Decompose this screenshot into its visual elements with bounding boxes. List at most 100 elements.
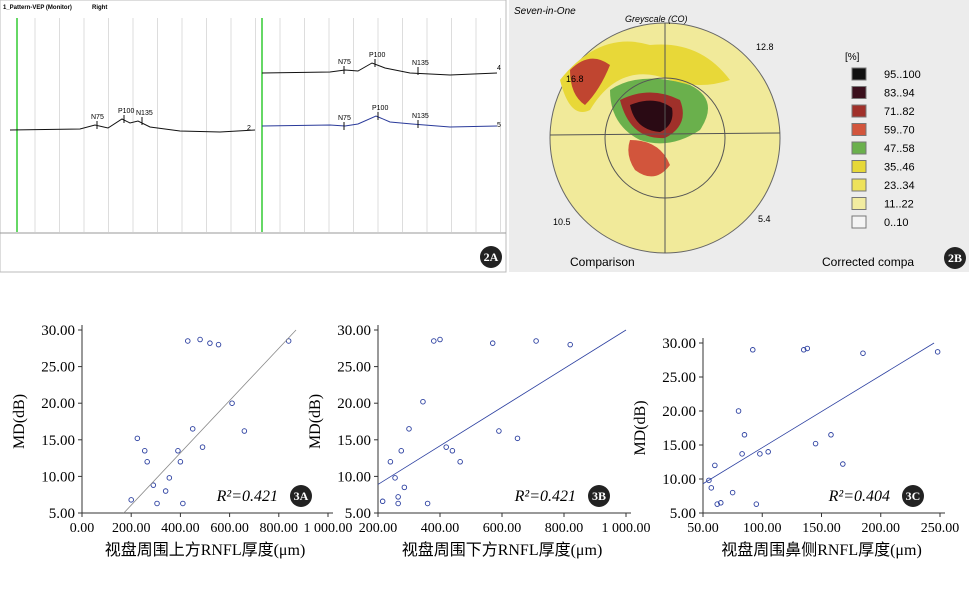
vep-eye: Right <box>92 5 107 11</box>
map-subtitle: Greyscale (CO) <box>625 14 688 24</box>
sector-value: 5.4 <box>758 214 771 224</box>
point <box>568 342 573 347</box>
trace-label: 4 <box>497 65 501 72</box>
y-tick-label: 5.00 <box>345 506 371 522</box>
point <box>396 495 401 500</box>
y-axis-label: MD(dB) <box>11 394 28 449</box>
point <box>198 337 203 342</box>
point <box>388 459 393 464</box>
panel-2a <box>0 0 506 272</box>
y-axis-label: MD(dB) <box>632 400 649 455</box>
vep-title: 1_Pattern-VEP (Monitor) <box>3 5 72 11</box>
peak-label: N75 <box>91 114 104 121</box>
point <box>490 341 495 346</box>
y-tick-label: 15.00 <box>41 433 75 449</box>
peak-label: N75 <box>338 59 351 66</box>
x-axis-label: 视盘周围上方RNFL厚度(μm) <box>105 540 306 559</box>
legend-label: 47..58 <box>884 143 915 155</box>
x-tick-label: 600.00 <box>483 521 522 536</box>
fit-line <box>378 330 626 484</box>
x-tick-label: 800.00 <box>260 521 299 536</box>
legend-swatch <box>852 87 866 99</box>
point <box>142 448 147 453</box>
y-tick-label: 5.00 <box>670 506 696 522</box>
legend-label: 23..34 <box>884 180 915 192</box>
panel-label: 2A <box>484 250 499 264</box>
y-tick-label: 20.00 <box>337 396 371 412</box>
y-tick-label: 10.00 <box>41 469 75 485</box>
x-tick-label: 0.00 <box>70 521 95 536</box>
y-tick-label: 15.00 <box>337 433 371 449</box>
legend-label: 0..10 <box>884 217 908 229</box>
legend-label: 59..70 <box>884 125 915 137</box>
y-tick-label: 20.00 <box>41 396 75 412</box>
legend-swatch <box>852 124 866 136</box>
point <box>742 433 747 438</box>
map-footer: Corrected compa <box>822 255 914 269</box>
x-tick-label: 200.00 <box>862 521 901 536</box>
point <box>458 459 463 464</box>
y-tick-label: 25.00 <box>337 360 371 376</box>
point <box>242 429 247 434</box>
x-tick-label: 200.00 <box>112 521 151 536</box>
y-tick-label: 15.00 <box>662 438 696 454</box>
point <box>176 448 181 453</box>
legend-swatch <box>852 142 866 154</box>
peak-label: P100 <box>369 52 385 59</box>
legend-unit: [%] <box>845 52 860 63</box>
point <box>399 448 404 453</box>
legend-label: 95..100 <box>884 69 921 81</box>
y-axis-label: MD(dB) <box>307 394 324 449</box>
point <box>754 502 759 507</box>
trace-label: 2 <box>247 125 251 132</box>
x-axis-label: 视盘周围下方RNFL厚度(μm) <box>402 540 603 559</box>
y-tick-label: 30.00 <box>662 336 696 352</box>
point <box>135 436 140 441</box>
point <box>190 427 195 432</box>
point <box>129 498 134 503</box>
point <box>497 429 502 434</box>
y-tick-label: 30.00 <box>337 323 371 339</box>
point <box>407 427 412 432</box>
legend-swatch <box>852 179 866 191</box>
panel-label: 3A <box>294 489 309 503</box>
point <box>402 485 407 490</box>
legend-swatch <box>852 105 866 117</box>
y-tick-label: 30.00 <box>41 323 75 339</box>
annotation: R²=0.421 <box>216 488 278 505</box>
x-tick-label: 1 000.00 <box>602 521 651 536</box>
point <box>750 348 755 353</box>
point <box>163 489 168 494</box>
point <box>534 339 539 344</box>
x-tick-label: 150.00 <box>802 521 841 536</box>
panel-label: 3B <box>592 489 606 503</box>
legend-label: 35..46 <box>884 162 915 174</box>
x-tick-label: 200.00 <box>359 521 398 536</box>
point <box>393 476 398 481</box>
x-tick-label: 100.00 <box>743 521 782 536</box>
x-tick-label: 600.00 <box>210 521 249 536</box>
x-tick-label: 1 000.00 <box>304 521 353 536</box>
sector-value: 12.8 <box>756 42 774 52</box>
point <box>216 342 221 347</box>
x-tick-label: 50.00 <box>687 521 719 536</box>
y-tick-label: 10.00 <box>662 472 696 488</box>
point <box>736 409 741 414</box>
sector-value: 16.8 <box>566 74 584 84</box>
point <box>829 433 834 438</box>
map-footer: Comparison <box>570 255 635 269</box>
point <box>709 486 714 491</box>
figure: 1_Pattern-VEP (Monitor) Right Seven-in-O… <box>0 0 969 590</box>
point <box>208 341 213 346</box>
point <box>730 490 735 495</box>
peak-label: N75 <box>338 115 351 122</box>
y-tick-label: 25.00 <box>662 370 696 386</box>
y-tick-label: 5.00 <box>49 506 75 522</box>
point <box>444 445 449 450</box>
legend-swatch <box>852 216 866 228</box>
point <box>167 476 172 481</box>
point <box>230 401 235 406</box>
y-tick-label: 25.00 <box>41 360 75 376</box>
legend-label: 71..82 <box>884 106 915 118</box>
point <box>185 339 190 344</box>
